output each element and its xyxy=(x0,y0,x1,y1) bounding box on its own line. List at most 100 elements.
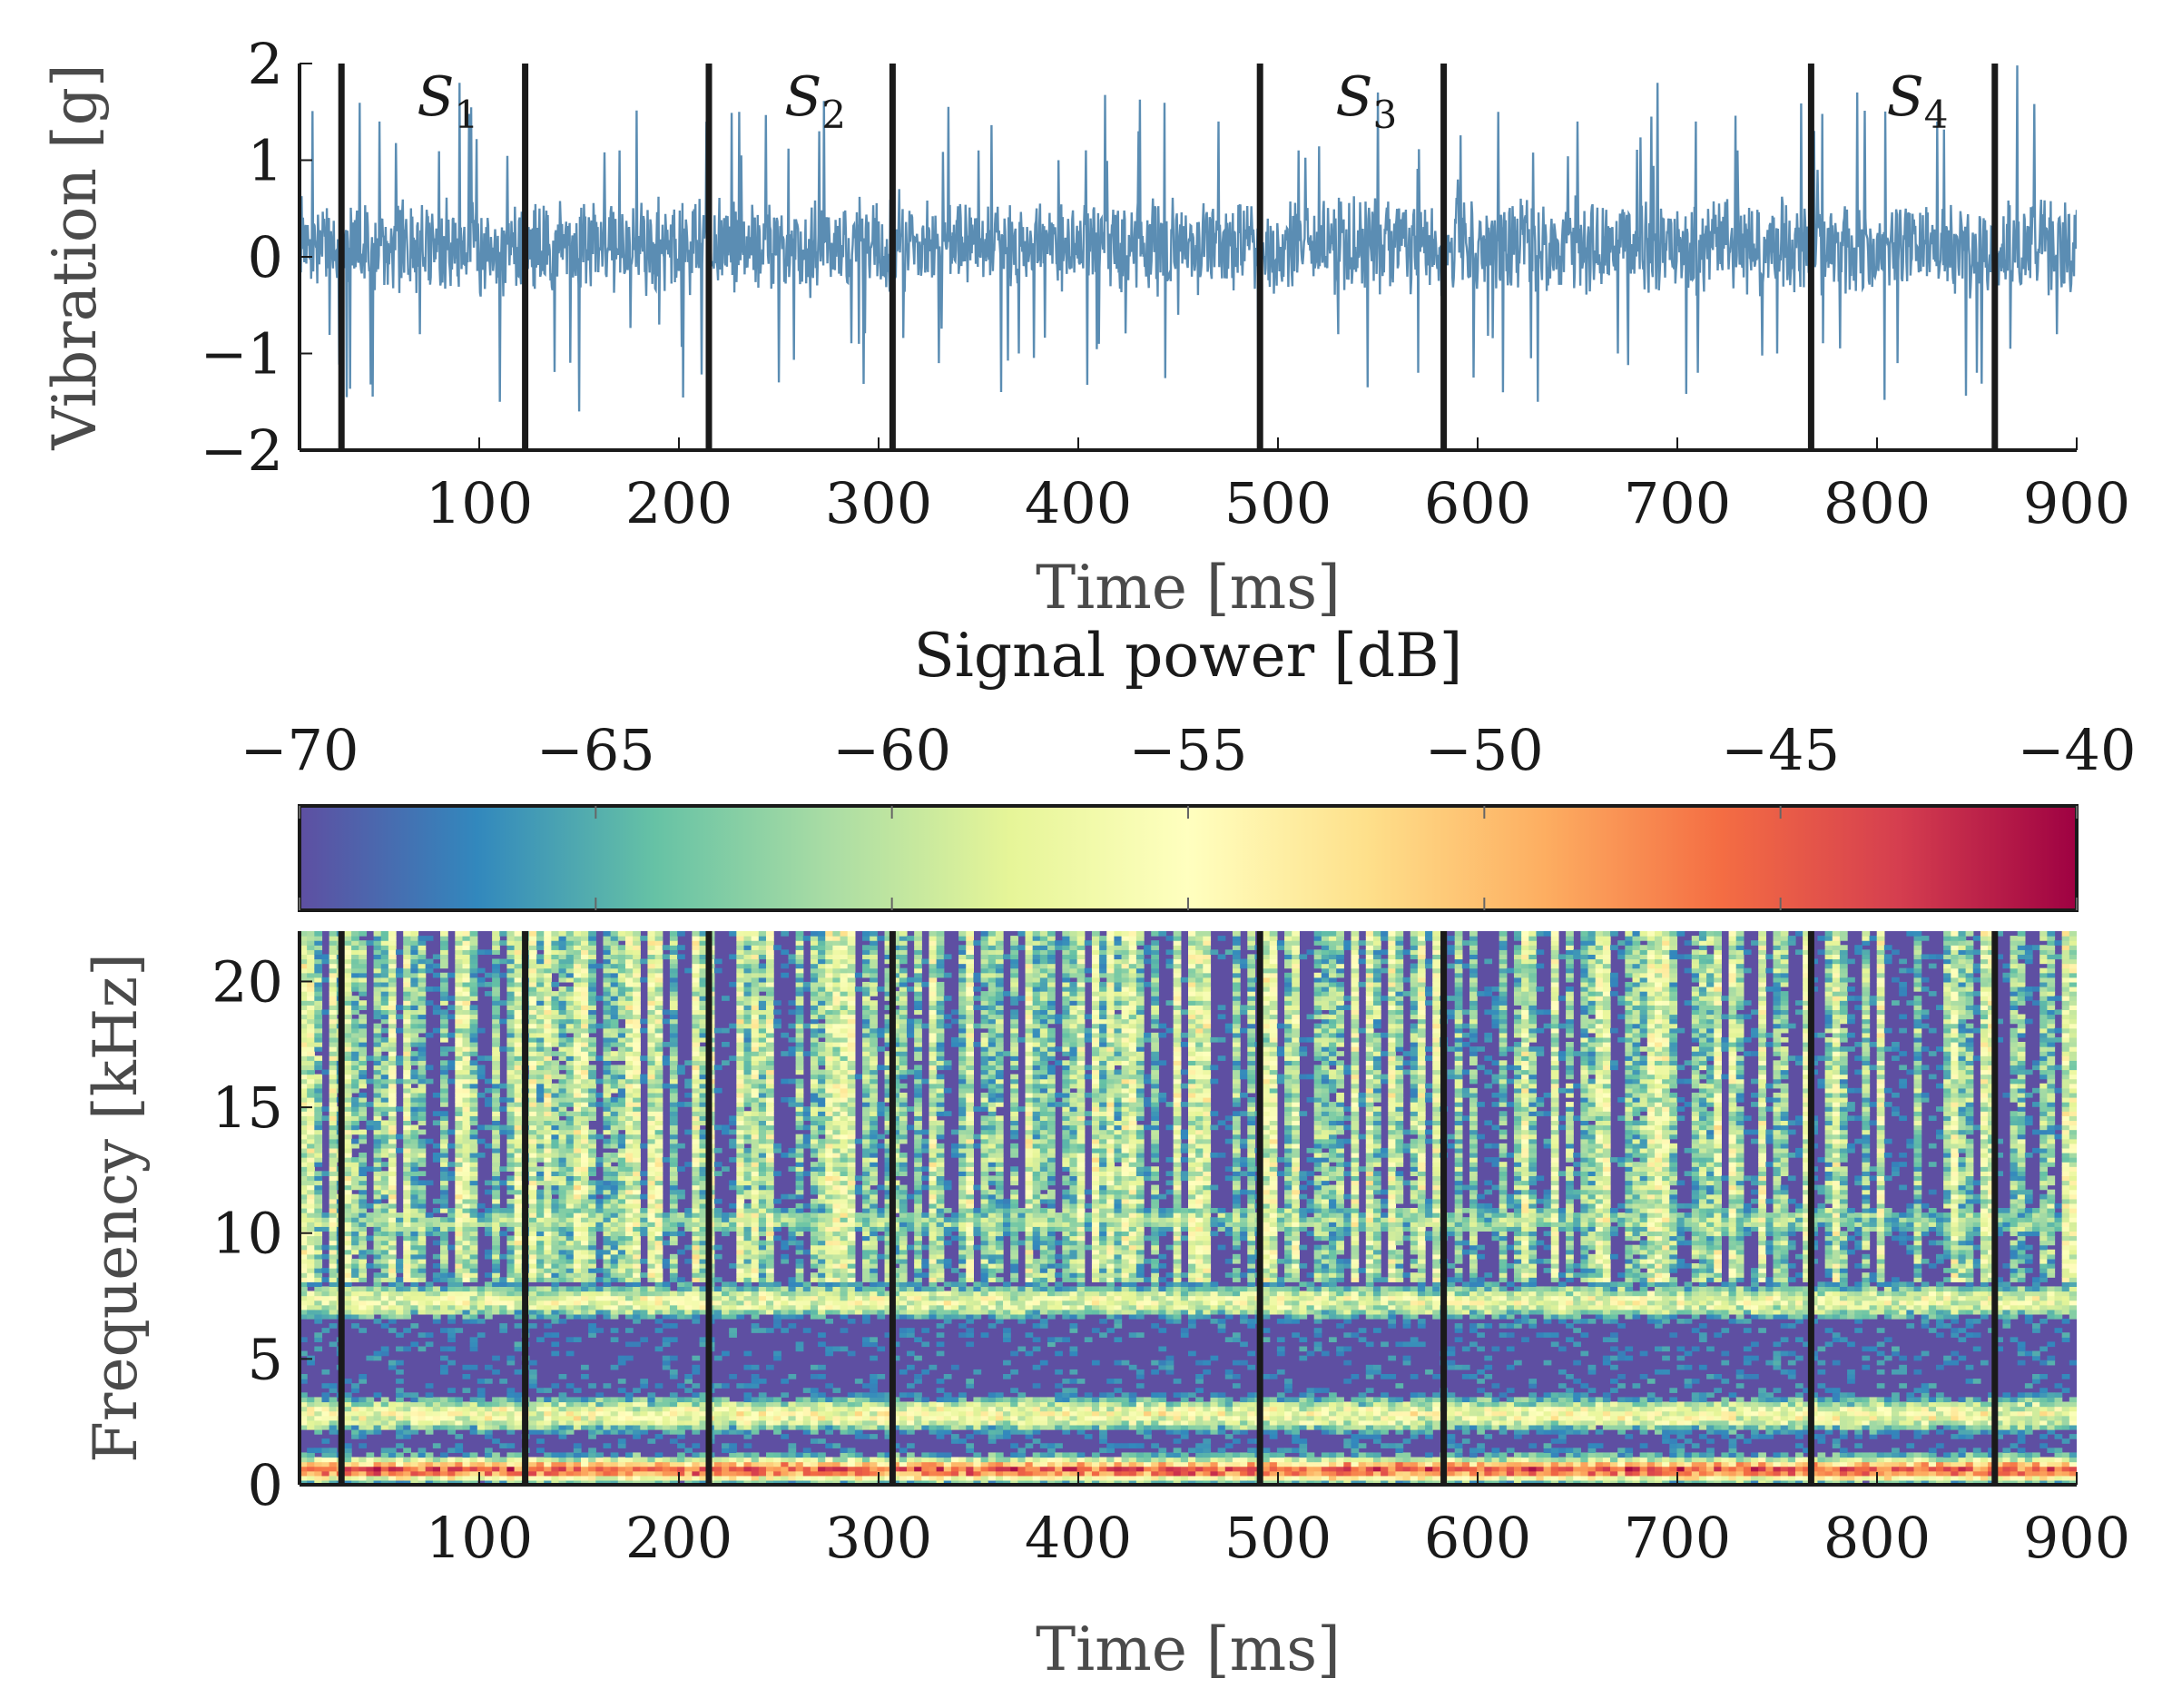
spectrogram-cell xyxy=(610,1419,619,1426)
spectrogram-cell xyxy=(573,1134,582,1140)
spectrogram-cell xyxy=(403,1208,411,1213)
spectrogram-cell xyxy=(359,1263,368,1269)
spectrogram-cell xyxy=(565,1120,575,1126)
spectrogram-cell xyxy=(573,958,582,965)
spectrogram-cell xyxy=(624,1328,634,1333)
spectrogram-cell xyxy=(403,1401,411,1408)
spectrogram-cell xyxy=(462,945,471,950)
spectrogram-cell xyxy=(654,1286,663,1292)
spectrogram-cell xyxy=(492,1111,500,1116)
spectrogram-cell xyxy=(380,1300,389,1306)
spectrogram-cell xyxy=(713,1470,722,1477)
spectrogram-cell xyxy=(551,1083,560,1089)
spectrogram-cell xyxy=(640,1466,649,1472)
spectrogram-cell xyxy=(624,1060,634,1066)
spectrogram-cell xyxy=(662,1415,671,1421)
spectrogram-cell xyxy=(425,1424,434,1430)
spectrogram-cell xyxy=(610,1005,619,1011)
spectrogram-cell xyxy=(610,1231,619,1237)
spectrogram-cell xyxy=(595,1184,604,1191)
spectrogram-cell xyxy=(573,1198,582,1204)
spectrogram-cell xyxy=(640,1415,649,1421)
spectrogram-cell xyxy=(581,1470,589,1477)
spectrogram-cell xyxy=(633,1157,641,1163)
spectrogram-cell xyxy=(418,1065,427,1071)
spectrogram-cell xyxy=(536,1470,545,1477)
spectrogram-cell xyxy=(558,1166,567,1172)
spectrogram-cell xyxy=(684,1388,693,1393)
spectrogram-cell xyxy=(329,1291,338,1297)
spectrogram-cell xyxy=(492,1184,500,1191)
spectrogram-cell xyxy=(343,1083,352,1089)
spectrogram-cell xyxy=(477,1138,486,1144)
spectrogram-cell xyxy=(684,1217,693,1222)
spectrogram-cell xyxy=(610,1401,619,1408)
spectrogram-cell xyxy=(624,1051,634,1056)
spectrogram-cell xyxy=(469,1087,478,1094)
spectrogram-cell xyxy=(573,1147,582,1153)
spectrogram-cell xyxy=(640,1470,649,1477)
spectrogram-cell xyxy=(359,1222,368,1227)
spectrogram-cell xyxy=(640,1475,649,1481)
spectrogram-cell xyxy=(544,1304,552,1310)
spectrogram-cell xyxy=(307,1217,315,1222)
spectrogram-cell xyxy=(329,1153,338,1158)
spectrogram-cell xyxy=(351,1078,359,1085)
spectrogram-cell xyxy=(410,1138,419,1144)
spectrogram-cell xyxy=(329,1406,338,1412)
spectrogram-cell xyxy=(624,1424,634,1430)
spectrogram-cell xyxy=(588,1046,596,1052)
spectrogram-cell xyxy=(440,1479,448,1485)
spectrogram-cell xyxy=(669,1074,678,1080)
spectrogram-cell xyxy=(581,954,589,960)
spectrogram-cell xyxy=(373,1102,382,1107)
spectrogram-cell xyxy=(506,936,516,941)
spectrogram-cell xyxy=(647,1166,656,1172)
spectrogram-cell xyxy=(307,1184,315,1191)
spectrogram-cell xyxy=(544,1111,552,1116)
spectrogram-cell xyxy=(440,1124,448,1131)
spectrogram-cell xyxy=(425,1452,434,1458)
spectrogram-cell xyxy=(351,1397,359,1403)
spectrogram-cell xyxy=(455,1328,464,1333)
spectrogram-cell xyxy=(551,1009,560,1016)
spectrogram-cell xyxy=(617,1406,626,1412)
spectrogram-cell xyxy=(380,1406,389,1412)
spectrogram-cell xyxy=(654,945,663,950)
spectrogram-cell xyxy=(595,1217,604,1222)
spectrogram-cell xyxy=(307,1401,315,1408)
spectrogram-cell xyxy=(633,1397,641,1403)
spectrogram-cell xyxy=(329,1032,338,1038)
spectrogram-cell xyxy=(403,936,411,941)
spectrogram-cell xyxy=(595,1249,604,1255)
spectrogram-cell xyxy=(462,981,471,987)
spectrogram-cell xyxy=(573,949,582,956)
spectrogram-cell xyxy=(669,1143,678,1149)
spectrogram-cell xyxy=(351,940,359,946)
spectrogram-cell xyxy=(506,1051,516,1056)
spectrogram-cell xyxy=(669,1235,678,1242)
spectrogram-cell xyxy=(624,1036,634,1043)
spectrogram-cell xyxy=(551,1060,560,1066)
spectrogram-cell xyxy=(418,1157,427,1163)
spectrogram-cell xyxy=(662,1018,671,1025)
spectrogram-cell xyxy=(544,1097,552,1103)
spectrogram-cell xyxy=(669,1222,678,1227)
spectrogram-cell xyxy=(351,1277,359,1282)
spectrogram-cell xyxy=(610,1337,619,1343)
spectrogram-cell xyxy=(551,1470,560,1477)
spectrogram-cell xyxy=(692,1060,701,1066)
spectrogram-cell xyxy=(410,1272,419,1278)
spectrogram-cell xyxy=(380,1291,389,1297)
spectrogram-cell xyxy=(610,991,619,996)
spectrogram-cell xyxy=(484,1217,493,1222)
spectrogram-cell xyxy=(581,1212,589,1218)
spectrogram-cell xyxy=(469,1032,478,1038)
spectrogram-cell xyxy=(565,1046,575,1052)
spectrogram-cell xyxy=(558,963,567,969)
spectrogram-cell xyxy=(300,940,308,946)
spectrogram-cell xyxy=(455,1479,464,1485)
spectrogram-cell xyxy=(455,1097,464,1103)
